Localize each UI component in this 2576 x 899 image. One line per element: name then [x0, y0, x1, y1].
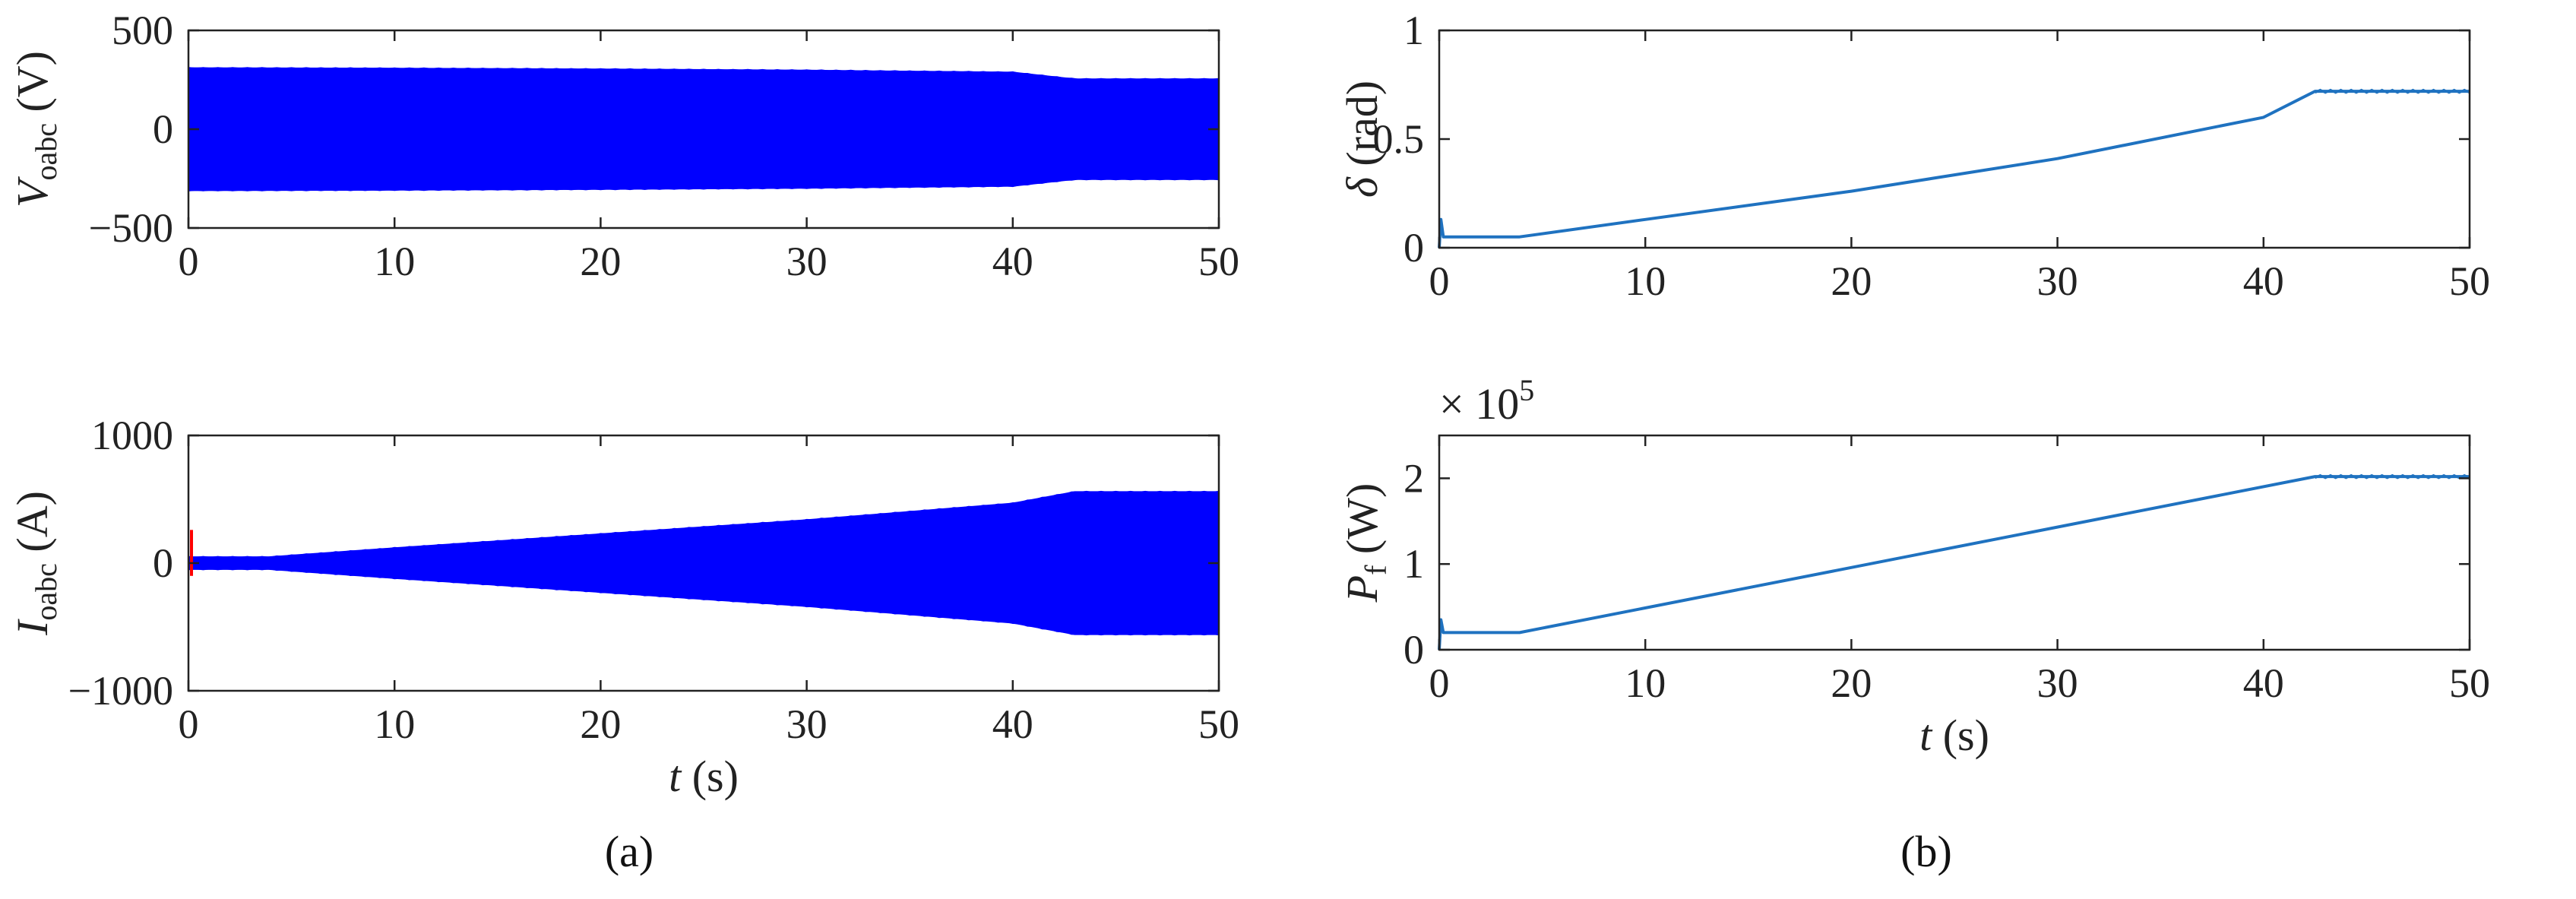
- delta-steady-ripple: [2314, 88, 2470, 94]
- delta-plot: 0 10 20 30 40 50 1 0.5 0 δ (rad): [1337, 8, 2490, 304]
- pf-ylabel-symbol: P: [1337, 575, 1387, 603]
- voabc-xtick-label: 10: [374, 239, 415, 284]
- pf-series-line: [1438, 475, 2470, 651]
- delta-series-line: [1438, 90, 2470, 248]
- voabc-edge-lower: [188, 178, 1220, 192]
- delta-xtick-label: 40: [2243, 258, 2284, 304]
- pf-xtick-label: 20: [1831, 660, 1872, 706]
- voabc-ytick-label: −500: [89, 205, 173, 251]
- ioabc-ylabel-subscript: oabc: [29, 563, 63, 621]
- ioabc-xtick-label: 50: [1198, 701, 1239, 747]
- ioabc-xlabel-symbol: t: [669, 752, 682, 801]
- voabc-xtick-label: 30: [786, 239, 828, 284]
- pf-ytick-label: 0: [1404, 627, 1424, 673]
- delta-xtick-label: 0: [1429, 258, 1450, 304]
- delta-xtick-label: 30: [2037, 258, 2078, 304]
- pf-xlabel-symbol: t: [1919, 711, 1933, 760]
- pf-xtick-label: 0: [1429, 660, 1450, 706]
- ioabc-ytick-label: 0: [153, 540, 173, 586]
- delta-ylabel: δ (rad): [1337, 81, 1387, 198]
- ioabc-edge-lower: [188, 568, 1220, 636]
- ioabc-xtick-label: 0: [179, 701, 199, 747]
- ioabc-xlabel-unit: (s): [681, 752, 739, 801]
- ioabc-edge-upper: [188, 490, 1220, 559]
- ioabc-xtick-label: 40: [992, 701, 1033, 747]
- ioabc-ylabel-unit: (A): [8, 491, 57, 563]
- ioabc-ylabel-symbol: I: [8, 619, 57, 636]
- ioabc-ytick-label: −1000: [68, 668, 173, 714]
- pf-ylabel: Pf (W): [1337, 483, 1393, 603]
- delta-ytick-label: 1: [1404, 8, 1424, 53]
- ioabc-ylabel: Ioabc (A): [8, 491, 63, 636]
- pf-ylabel-unit: (W): [1337, 483, 1387, 565]
- voabc-xtick-label: 50: [1198, 239, 1239, 284]
- pf-xlabel: t (s): [1919, 711, 1989, 760]
- caption-b: (b): [1900, 827, 1952, 876]
- pf-xtick-label: 30: [2037, 660, 2078, 706]
- voabc-ylabel: Voabc (V): [8, 51, 63, 207]
- delta-xtick-label: 50: [2449, 258, 2490, 304]
- ioabc-xtick-label: 30: [786, 701, 828, 747]
- voabc-ytick-label: 0: [153, 106, 173, 152]
- voabc-ytick-label: 500: [112, 8, 173, 53]
- voabc-ylabel-symbol: V: [8, 176, 57, 207]
- voabc-edge-upper: [188, 67, 1220, 81]
- pf-xlabel-unit: (s): [1932, 711, 1989, 760]
- pf-steady-ripple: [2314, 473, 2470, 480]
- ioabc-xtick-label: 10: [374, 701, 415, 747]
- delta-ytick-label: 0.5: [1373, 116, 1425, 162]
- voabc-ylabel-unit: (V): [8, 51, 57, 123]
- voabc-xtick-label: 20: [580, 239, 621, 284]
- delta-xtick-label: 20: [1831, 258, 1872, 304]
- pf-exponent-power: 5: [1519, 373, 1534, 407]
- pf-xtick-label: 50: [2449, 660, 2490, 706]
- delta-xtick-label: 10: [1625, 258, 1666, 304]
- ioabc-ytick-label: 1000: [91, 413, 173, 458]
- pf-ytick-label: 2: [1404, 455, 1424, 501]
- delta-ylabel-unit: (rad): [1337, 81, 1387, 177]
- ioabc-xlabel: t (s): [669, 752, 739, 801]
- pf-axes-frame: [1438, 434, 2471, 651]
- voabc-xtick-label: 0: [179, 239, 199, 284]
- delta-ytick-label: 0: [1404, 225, 1424, 271]
- voabc-waveform-envelope: [188, 67, 1220, 192]
- ioabc-waveform-envelope: [188, 491, 1220, 635]
- delta-axes-frame: [1438, 29, 2471, 249]
- pf-xtick-label: 40: [2243, 660, 2284, 706]
- caption-a: (a): [605, 827, 653, 876]
- pf-xtick-label: 10: [1625, 660, 1666, 706]
- pf-ytick-label: 1: [1404, 541, 1424, 587]
- pf-exponent: × 105: [1439, 373, 1534, 429]
- ioabc-xtick-label: 20: [580, 701, 621, 747]
- pf-exponent-base: × 10: [1439, 379, 1519, 429]
- voabc-xtick-label: 40: [992, 239, 1033, 284]
- delta-ylabel-symbol: δ: [1337, 176, 1387, 198]
- pf-ylabel-subscript: f: [1359, 565, 1393, 575]
- voabc-ylabel-subscript: oabc: [29, 123, 63, 181]
